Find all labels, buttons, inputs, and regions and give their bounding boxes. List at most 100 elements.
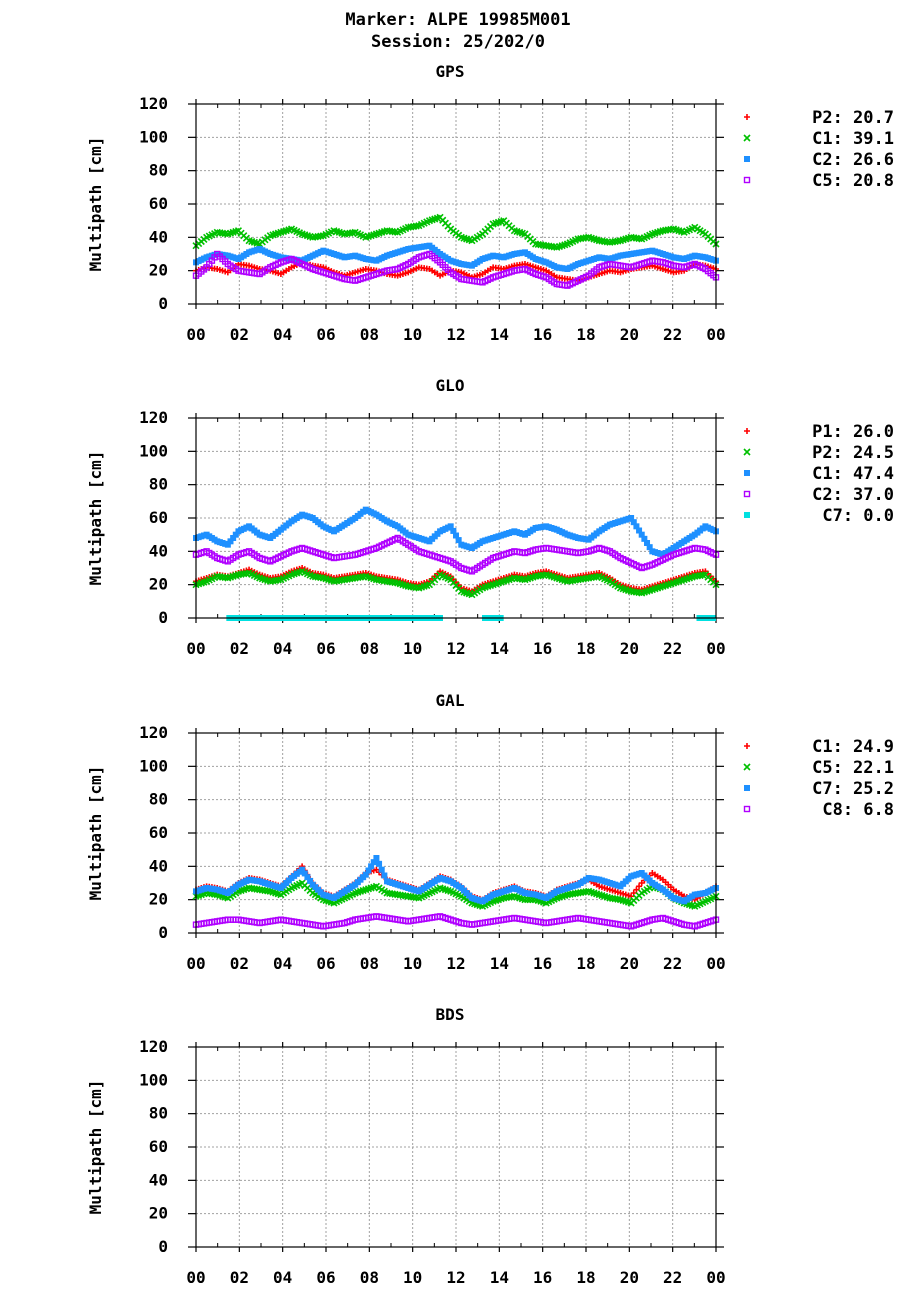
data-point xyxy=(230,535,237,541)
data-point xyxy=(378,866,385,873)
y-tick-label: 100 xyxy=(139,441,168,460)
legend-label-c5: C5: 20.8 xyxy=(812,171,894,191)
x-tick-label: 22 xyxy=(663,639,682,658)
y-axis-label: Multipath [cm] xyxy=(86,1080,105,1215)
panel-glo: GLO 0 20 40 60 80 100 120 00 02 04 06 08 10 12 14 16 18 20… xyxy=(86,376,894,658)
y-axis-label: Multipath [cm] xyxy=(86,137,105,272)
plot-frame xyxy=(195,417,717,619)
x-tick-label: 14 xyxy=(490,954,509,973)
x-tick-label: 00 xyxy=(186,1268,205,1287)
y-tick-label: 120 xyxy=(139,1037,168,1056)
x-tick-label: 08 xyxy=(360,954,379,973)
y-tick-label: 120 xyxy=(139,723,168,742)
panel-gal: GAL 0 20 40 60 80 100 120 00 02 04 06 08 10 12 14 16 18 20… xyxy=(86,691,894,973)
y-tick-label: 80 xyxy=(149,790,168,809)
x-tick-label: 16 xyxy=(533,954,552,973)
legend: C1: 24.9C5: 22.1C7: 25.2C8: 6.8 xyxy=(743,737,894,820)
panel-title: GLO xyxy=(436,376,465,395)
legend: P1: 26.0P2: 24.5C1: 47.4C2: 37.0C7: 0.0 xyxy=(743,422,894,526)
series-c1 xyxy=(193,506,719,558)
x-tick-label: 16 xyxy=(533,325,552,344)
legend-label-c1: C1: 39.1 xyxy=(812,129,894,149)
x-tick-label: 00 xyxy=(706,954,725,973)
x-tick-label: 10 xyxy=(403,325,422,344)
data-point xyxy=(644,540,651,546)
series-c8 xyxy=(192,913,720,930)
y-tick-label: 40 xyxy=(149,541,168,560)
panel-bds: BDS 0 20 40 60 80 100 120 00 02 04 06 08 10 12 14 16 18 20… xyxy=(86,1005,726,1287)
legend-marker-c2 xyxy=(743,490,751,498)
x-tick-label: 16 xyxy=(533,639,552,658)
y-axis-label: Multipath [cm] xyxy=(86,451,105,586)
y-tick-label: 60 xyxy=(149,194,168,213)
data-points xyxy=(192,213,720,289)
x-tick-label: 20 xyxy=(620,954,639,973)
y-tick-label: 80 xyxy=(149,161,168,180)
x-tick-label: 18 xyxy=(576,325,595,344)
x-tick-label: 00 xyxy=(186,954,205,973)
data-point xyxy=(381,872,388,879)
x-tick-label: 18 xyxy=(576,639,595,658)
legend-marker-c7 xyxy=(744,785,750,791)
legend-label-c2: C2: 26.6 xyxy=(812,150,894,170)
data-point xyxy=(526,896,534,904)
y-tick-label: 100 xyxy=(139,127,168,146)
data-point xyxy=(365,867,372,874)
legend-marker-c1 xyxy=(743,134,751,142)
x-tick-label: 00 xyxy=(706,639,725,658)
x-tick-label: 08 xyxy=(360,325,379,344)
y-tick-label: 20 xyxy=(149,261,168,280)
data-point xyxy=(299,866,306,873)
legend-label-c2: C2: 37.0 xyxy=(812,485,894,505)
data-point xyxy=(450,527,457,534)
series-c7 xyxy=(193,855,719,905)
legend-marker-c8 xyxy=(743,805,751,813)
legend-label-c1: C1: 47.4 xyxy=(812,464,894,484)
legend-label-c7: C7: 25.2 xyxy=(812,779,894,799)
data-point xyxy=(362,871,369,878)
x-tick-label: 00 xyxy=(186,325,205,344)
legend-marker-c2 xyxy=(744,156,750,162)
data-point xyxy=(646,544,653,551)
y-tick-label: 40 xyxy=(149,856,168,875)
plot-frame xyxy=(195,103,717,305)
x-tick-label: 00 xyxy=(186,639,205,658)
x-tick-label: 14 xyxy=(490,1268,509,1287)
plot-frame xyxy=(195,732,717,934)
x-tick-label: 02 xyxy=(230,954,249,973)
data-point xyxy=(636,527,643,534)
x-tick-label: 02 xyxy=(230,1268,249,1287)
y-tick-label: 120 xyxy=(139,408,168,427)
x-tick-label: 10 xyxy=(403,1268,422,1287)
x-tick-label: 22 xyxy=(663,954,682,973)
x-tick-label: 20 xyxy=(620,325,639,344)
legend-marker-c7 xyxy=(744,512,750,518)
y-tick-label: 40 xyxy=(149,227,168,246)
legend-label-c7: C7: 0.0 xyxy=(822,506,894,526)
y-tick-label: 40 xyxy=(149,1170,168,1189)
x-tick-label: 20 xyxy=(620,1268,639,1287)
x-tick-label: 04 xyxy=(273,1268,292,1287)
y-tick-label: 20 xyxy=(149,890,168,909)
data-point xyxy=(630,519,637,526)
data-point xyxy=(633,523,640,530)
x-tick-label: 22 xyxy=(663,325,682,344)
y-tick-label: 0 xyxy=(158,294,168,313)
series-c2 xyxy=(192,534,720,575)
y-axis-label: Multipath [cm] xyxy=(86,766,105,901)
data-point xyxy=(232,531,239,538)
x-tick-label: 02 xyxy=(230,639,249,658)
legend-marker-p2 xyxy=(743,448,751,456)
x-tick-label: 08 xyxy=(360,1268,379,1287)
panel-title: BDS xyxy=(436,1005,465,1024)
data-point xyxy=(521,896,529,904)
legend-label-p1: P1: 26.0 xyxy=(812,422,894,442)
y-tick-label: 100 xyxy=(139,756,168,775)
x-tick-label: 04 xyxy=(273,954,292,973)
data-point xyxy=(301,870,308,877)
plot-frame xyxy=(195,1046,717,1248)
data-point xyxy=(529,896,537,904)
series-c1 xyxy=(192,213,720,251)
